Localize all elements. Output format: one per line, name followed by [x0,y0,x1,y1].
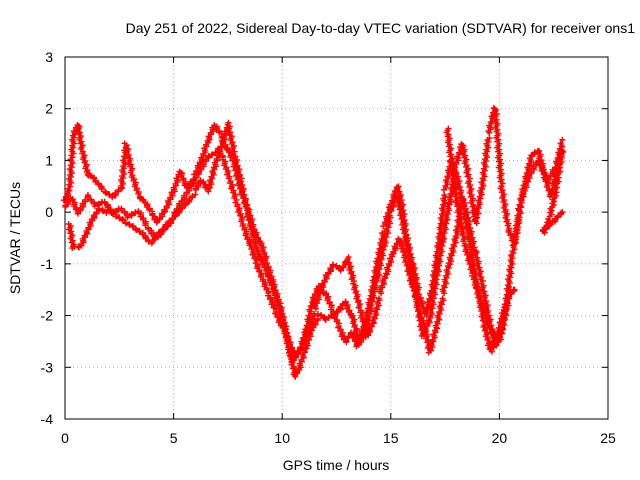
series-1-point [441,191,448,198]
series-3-point [142,235,149,242]
series-3-point [112,213,119,220]
series-3-point [162,221,169,228]
series-4-point [514,212,521,219]
series-1-point [92,178,99,185]
series-4-point [453,190,460,197]
series-2-point [511,286,518,293]
series-3-point [559,136,566,143]
series-3-point [183,200,190,207]
series-1-point [109,194,116,201]
series-4-point [552,186,559,193]
series-2-point [209,151,216,158]
series-3-point [557,140,564,147]
series-2-point [148,230,155,237]
y-axis-label: SDTVAR / TECUs [7,182,23,294]
series-3-point [466,175,473,182]
data-marks [60,104,567,380]
series-3-point [116,215,123,222]
series-2-point [375,295,382,302]
series-3-point [156,229,163,236]
y-tick-label: -4 [41,411,54,427]
series-2-point [330,261,337,268]
series-2-point [101,200,108,207]
series-3-point [386,212,393,219]
y-tick-label: 1 [45,152,53,168]
series-2-point [121,210,128,217]
series-4-point [559,209,566,216]
series-3-point [126,222,133,229]
series-1-point [87,173,94,180]
x-tick-label: 5 [170,430,178,446]
series-1-point [112,189,119,196]
y-tick-label: 0 [45,204,53,220]
series-2-point [128,210,135,217]
series-4-point [551,215,558,222]
series-1-point [98,186,105,193]
series-2-point [124,214,131,221]
series-2-point [91,203,98,210]
y-tick-label: 3 [45,49,53,65]
series-4-point [546,220,553,227]
axis-ticks: 0 5 10 15 20 25 -4 -3 -2 -1 0 1 2 3 [41,49,616,446]
x-tick-label: 0 [61,430,69,446]
series-2-point [132,209,139,216]
series-3-point [166,218,173,225]
series-1-point [95,181,102,188]
series-1-point [84,171,91,178]
x-tick-label: 25 [600,430,616,446]
series-2-point [333,263,340,270]
series-3-point [499,180,506,187]
series-3-point [414,295,421,302]
series-3-point [149,237,156,244]
y-tick-label: -2 [41,308,54,324]
chart-title: Day 251 of 2022, Sidereal Day-to-day VTE… [126,20,636,36]
series-1-point [115,187,122,194]
series-4-point [559,148,566,155]
series-3-point [486,135,493,142]
series-3-point [96,205,103,212]
series-3-point [139,231,146,238]
series-3-point [179,204,186,211]
series-4-point [543,224,550,231]
series-1-point [102,190,109,197]
plot-frame [64,56,609,420]
series-4-point [555,212,562,219]
series-1-point [322,315,329,322]
series-3-point [159,226,166,233]
x-tick-label: 20 [492,430,508,446]
series-4-point [528,152,535,159]
series-2-point [205,152,212,159]
series-3-point [169,215,176,222]
series-3-point [106,208,113,215]
series-2-point [88,197,95,204]
series-3-point [152,232,159,239]
x-tick-label: 10 [274,430,290,446]
series-4-point [488,330,495,337]
series-3-point [133,227,140,234]
series-1-point [137,195,144,202]
series-2-point [145,226,152,233]
series-2-point [118,207,125,214]
series-2-point [85,194,92,201]
series-3-point [123,220,130,227]
series-1-point [325,313,332,320]
y-tick-label: -1 [41,256,54,272]
y-tick-label: -3 [41,359,54,375]
series-1-point [318,313,325,320]
series-3-point [189,193,196,200]
x-axis-label: GPS time / hours [283,457,390,473]
series-3-point [186,195,193,202]
series-2-point [439,295,446,302]
x-tick-label: 15 [383,430,399,446]
series-3-point [176,206,183,213]
grid-lines [65,57,608,419]
series-3-point [99,208,106,215]
y-tick-label: 2 [45,101,53,117]
series-2-point [104,204,111,211]
series-4-point [539,226,546,233]
